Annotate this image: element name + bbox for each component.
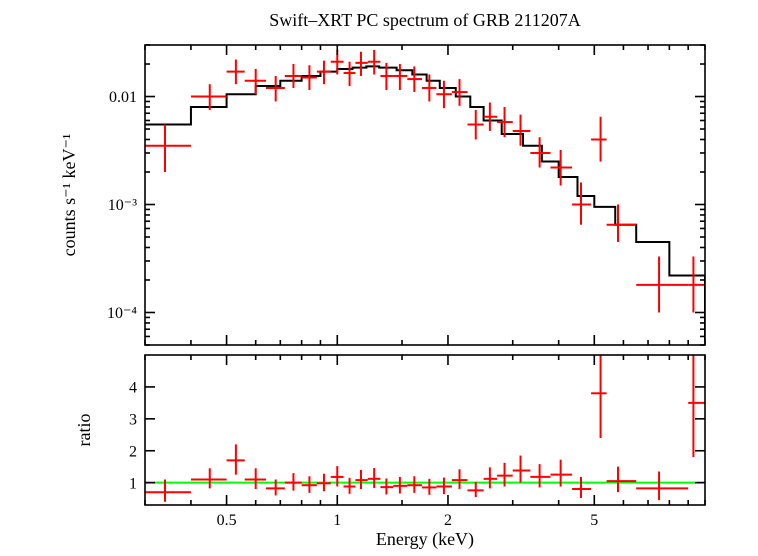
- ytick-label: 0.01: [109, 89, 137, 106]
- xtick-label: 5: [590, 512, 598, 529]
- y-axis-label-bottom: ratio: [74, 414, 94, 447]
- ytick-label: 10⁻⁴: [107, 305, 137, 322]
- ytick-label: 4: [129, 380, 137, 397]
- ytick-label: 2: [129, 443, 137, 460]
- figure-title: Swift–XRT PC spectrum of GRB 211207A: [269, 10, 580, 30]
- y-axis-label-top: counts s⁻¹ keV⁻¹: [59, 134, 79, 257]
- ytick-label: 10⁻³: [108, 197, 137, 214]
- xtick-label: 1: [333, 512, 341, 529]
- xtick-label: 0.5: [217, 512, 237, 529]
- xtick-label: 2: [444, 512, 452, 529]
- x-axis-label: Energy (keV): [376, 529, 474, 550]
- ytick-label: 1: [129, 475, 137, 492]
- spectrum-figure: 10⁻⁴ 10⁻³ 0.01 0.5 1 2 5 1 2 3 4 Swift–XRT PC spect…: [0, 0, 758, 556]
- ytick-label: 3: [129, 411, 137, 428]
